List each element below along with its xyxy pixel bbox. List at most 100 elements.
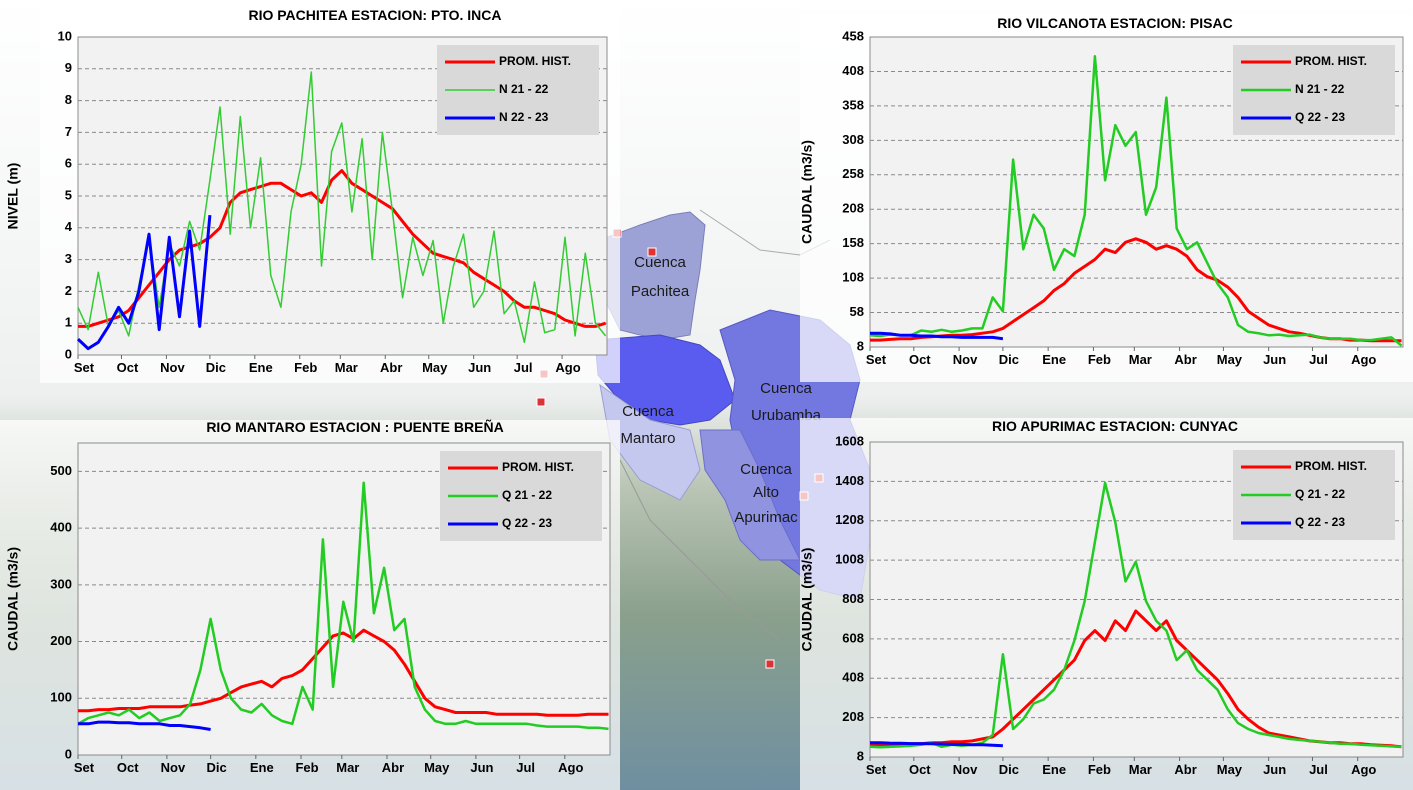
x-tick-label: Oct xyxy=(117,760,139,775)
series-line xyxy=(78,720,211,731)
y-tick-label: 4 xyxy=(65,219,73,234)
station-icon xyxy=(536,397,546,407)
chart-title: RIO VILCANOTA ESTACION: PISAC xyxy=(997,15,1232,31)
series-line xyxy=(78,628,609,717)
series-line xyxy=(869,55,1403,347)
map-label: Cuenca xyxy=(760,380,812,397)
x-tick-label: Dic xyxy=(999,352,1019,367)
y-tick-label: 58 xyxy=(850,304,864,319)
y-tick-label: 1 xyxy=(65,315,72,330)
x-tick-label: Jul xyxy=(516,760,535,775)
y-tick-label: 100 xyxy=(50,690,72,705)
x-tick-label: Jun xyxy=(470,760,493,775)
y-tick-label: 300 xyxy=(50,576,72,591)
x-tick-label: Ene xyxy=(1042,762,1066,777)
x-tick-label: Ago xyxy=(1351,762,1376,777)
x-tick-label: Ago xyxy=(1351,352,1376,367)
y-tick-label: 500 xyxy=(50,463,72,478)
y-tick-label: 458 xyxy=(842,28,864,43)
chart-title: RIO PACHITEA ESTACION: PTO. INCA xyxy=(248,7,501,23)
station-icon xyxy=(647,247,657,257)
map-label: Cuenca xyxy=(634,254,686,271)
y-tick-label: 208 xyxy=(842,709,864,724)
x-tick-label: May xyxy=(422,360,448,375)
legend-label: Q 22 - 23 xyxy=(502,516,552,530)
legend-label: Q 21 - 22 xyxy=(502,488,552,502)
x-tick-label: Ene xyxy=(249,360,273,375)
map-label: Apurimac xyxy=(734,509,798,526)
y-tick-label: 8 xyxy=(65,92,72,107)
y-tick-label: 308 xyxy=(842,132,864,147)
y-tick-label: 5 xyxy=(65,187,72,202)
legend-label: PROM. HIST. xyxy=(499,54,571,68)
x-tick-label: Set xyxy=(866,352,887,367)
y-axis-label: NIVEL (m) xyxy=(5,163,21,230)
x-tick-label: Jun xyxy=(468,360,491,375)
y-tick-label: 8 xyxy=(857,338,864,353)
y-tick-label: 258 xyxy=(842,166,864,181)
map-label: Alto xyxy=(753,484,779,501)
y-axis-label: CAUDAL (m3/s) xyxy=(799,140,815,244)
map-region xyxy=(594,334,736,426)
x-tick-label: Dic xyxy=(206,360,226,375)
chart: RIO PACHITEA ESTACION: PTO. INCA NIVEL (m… xyxy=(5,7,620,383)
y-tick-label: 9 xyxy=(65,60,72,75)
chart: RIO MANTARO ESTACION : PUENTE BREÑA CAUDA… xyxy=(0,418,620,790)
x-tick-label: Nov xyxy=(161,760,186,775)
x-tick-label: Abr xyxy=(1174,352,1196,367)
x-tick-label: Dic xyxy=(999,762,1019,777)
legend-label: Q 21 - 22 xyxy=(1295,487,1345,501)
y-tick-label: 0 xyxy=(65,346,72,361)
y-tick-label: 10 xyxy=(58,28,72,43)
x-tick-label: Mar xyxy=(1129,762,1152,777)
x-tick-label: Oct xyxy=(909,352,931,367)
x-tick-label: Set xyxy=(74,360,95,375)
y-tick-label: 8 xyxy=(857,748,864,763)
x-tick-label: Ene xyxy=(250,760,274,775)
y-tick-label: 158 xyxy=(842,235,864,250)
x-tick-label: Mar xyxy=(336,760,359,775)
x-tick-label: Set xyxy=(74,760,95,775)
y-tick-label: 1208 xyxy=(835,512,864,527)
y-tick-label: 408 xyxy=(842,63,864,78)
y-tick-label: 2 xyxy=(65,283,72,298)
y-tick-label: 108 xyxy=(842,270,864,285)
x-tick-label: Oct xyxy=(909,762,931,777)
x-tick-label: May xyxy=(424,760,450,775)
x-tick-label: Feb xyxy=(294,360,317,375)
legend-label: PROM. HIST. xyxy=(502,460,574,474)
y-tick-label: 400 xyxy=(50,520,72,535)
x-tick-label: Feb xyxy=(1088,762,1111,777)
y-tick-label: 1008 xyxy=(835,552,864,567)
y-tick-label: 3 xyxy=(65,251,72,266)
x-tick-label: Jul xyxy=(1309,352,1328,367)
legend-label: N 21 - 22 xyxy=(1295,82,1345,96)
legend-label: N 21 - 22 xyxy=(499,82,549,96)
map-border xyxy=(619,459,781,641)
legend-label: N 22 - 23 xyxy=(499,110,549,124)
x-tick-label: Feb xyxy=(295,760,318,775)
series-line xyxy=(870,741,1003,748)
x-tick-label: May xyxy=(1217,762,1243,777)
x-tick-label: Abr xyxy=(380,360,402,375)
x-tick-label: Mar xyxy=(335,360,358,375)
series-line xyxy=(870,331,1004,341)
x-tick-label: Nov xyxy=(953,762,978,777)
y-tick-label: 1608 xyxy=(835,433,864,448)
series-line xyxy=(76,214,212,351)
y-axis-label: CAUDAL (m3/s) xyxy=(799,548,815,652)
map-label: Cuenca xyxy=(622,403,674,420)
x-tick-label: Nov xyxy=(160,360,185,375)
x-tick-label: Feb xyxy=(1088,352,1111,367)
legend-label: Q 22 - 23 xyxy=(1295,110,1345,124)
y-tick-label: 6 xyxy=(65,156,72,171)
x-tick-label: Abr xyxy=(1174,762,1196,777)
y-tick-label: 7 xyxy=(65,124,72,139)
x-tick-label: Ago xyxy=(558,760,583,775)
legend-label: PROM. HIST. xyxy=(1295,54,1367,68)
y-axis-label: CAUDAL (m3/s) xyxy=(5,547,21,651)
chart: RIO VILCANOTA ESTACION: PISAC CAUDAL (m3/… xyxy=(799,14,1413,382)
chart-title: RIO APURIMAC ESTACION: CUNYAC xyxy=(992,418,1238,434)
chart: RIO APURIMAC ESTACION: CUNYAC CAUDAL (m3/… xyxy=(799,418,1413,790)
